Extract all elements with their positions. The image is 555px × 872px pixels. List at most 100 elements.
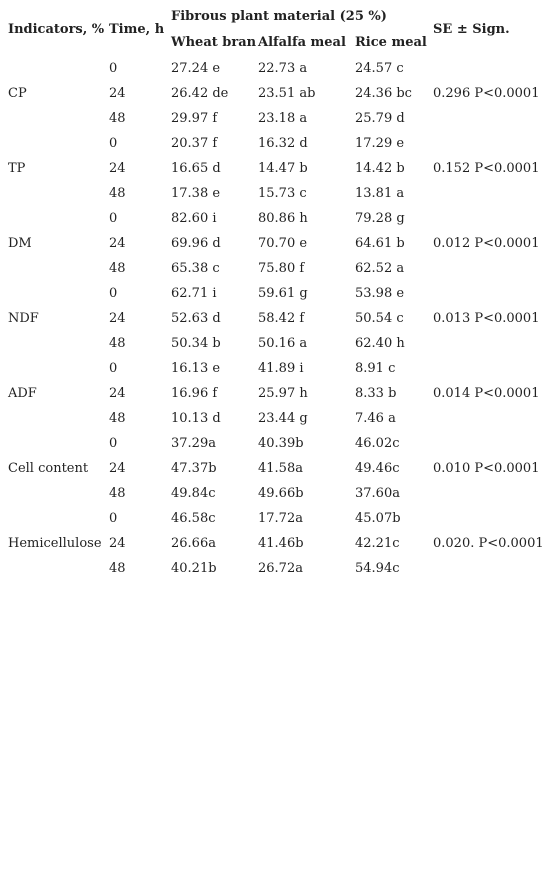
cell-alfalfa-meal: 17.72a xyxy=(258,511,303,526)
cell-rice-meal: 8.33 b xyxy=(355,386,397,401)
cell-rice-meal: 7.46 a xyxy=(355,411,396,426)
cell-se-sign: 0.014 P<0.0001 xyxy=(433,386,540,401)
cell-alfalfa-meal: 41.89 i xyxy=(258,361,304,376)
cell-rice-meal: 24.57 c xyxy=(355,61,404,76)
cell-indicator: DM xyxy=(8,236,32,251)
cell-time: 48 xyxy=(109,186,126,201)
cell-wheat-bran: 16.13 e xyxy=(171,361,221,376)
cell-indicator xyxy=(4,431,109,456)
table-row: 48 40.21b 26.72a 54.94c xyxy=(4,556,553,581)
cell-alfalfa-meal: 15.73 c xyxy=(258,186,307,201)
cell-rice-meal: 25.79 d xyxy=(355,111,405,126)
cell-wheat-bran: 16.65 d xyxy=(171,161,221,176)
table-row: 48 10.13 d 23.44 g 7.46 a xyxy=(4,406,553,431)
cell-wheat-bran: 26.42 de xyxy=(171,86,229,101)
cell-se-sign xyxy=(433,281,553,306)
header-rice-meal: Rice meal xyxy=(355,35,427,50)
table-row: ADF 24 16.96 f 25.97 h 8.33 b 0.014 P<0.0001 xyxy=(4,381,553,406)
cell-time: 24 xyxy=(109,161,126,176)
cell-time: 0 xyxy=(109,136,118,151)
table-row: 48 49.84c 49.66b 37.60a xyxy=(4,481,553,506)
cell-rice-meal: 46.02c xyxy=(355,436,400,451)
header-wheat-bran: Wheat bran xyxy=(171,35,257,50)
cell-rice-meal: 62.40 h xyxy=(355,336,405,351)
cell-rice-meal: 13.81 a xyxy=(355,186,405,201)
table-row: NDF 24 52.63 d 58.42 f 50.54 c 0.013 P<0.0001 xyxy=(4,306,553,331)
cell-wheat-bran: 52.63 d xyxy=(171,311,221,326)
header-fibrous-group: Fibrous plant material (25 %) xyxy=(171,9,387,24)
cell-wheat-bran: 62.71 i xyxy=(171,286,217,301)
cell-time: 24 xyxy=(109,461,126,476)
cell-time: 0 xyxy=(109,436,118,451)
table-row: Hemicellulose 24 26.66a 41.46b 42.21c 0.020. … xyxy=(4,531,553,556)
cell-alfalfa-meal: 41.58a xyxy=(258,461,303,476)
table-row: 48 50.34 b 50.16 a 62.40 h xyxy=(4,331,553,356)
cell-wheat-bran: 40.21b xyxy=(171,561,217,576)
table-row: 0 82.60 i 80.86 h 79.28 g xyxy=(4,206,553,231)
cell-alfalfa-meal: 16.32 d xyxy=(258,136,308,151)
cell-time: 24 xyxy=(109,536,126,551)
cell-se-sign xyxy=(433,481,553,506)
table-row: 0 16.13 e 41.89 i 8.91 c xyxy=(4,356,553,381)
table-row: 0 20.37 f 16.32 d 17.29 e xyxy=(4,131,553,156)
cell-wheat-bran: 82.60 i xyxy=(171,211,217,226)
cell-wheat-bran: 20.37 f xyxy=(171,136,218,151)
cell-alfalfa-meal: 75.80 f xyxy=(258,261,305,276)
cell-indicator xyxy=(4,556,109,581)
cell-se-sign xyxy=(433,131,553,156)
cell-time: 48 xyxy=(109,486,126,501)
cell-rice-meal: 49.46c xyxy=(355,461,400,476)
cell-rice-meal: 79.28 g xyxy=(355,211,405,226)
cell-rice-meal: 50.54 c xyxy=(355,311,404,326)
cell-alfalfa-meal: 23.44 g xyxy=(258,411,308,426)
cell-indicator xyxy=(4,356,109,381)
cell-time: 24 xyxy=(109,386,126,401)
cell-alfalfa-meal: 23.51 ab xyxy=(258,86,316,101)
cell-indicator xyxy=(4,106,109,131)
table-row: 48 29.97 f 23.18 a 25.79 d xyxy=(4,106,553,131)
cell-rice-meal: 45.07b xyxy=(355,511,401,526)
cell-time: 48 xyxy=(109,411,126,426)
cell-alfalfa-meal: 80.86 h xyxy=(258,211,308,226)
cell-se-sign: 0.010 P<0.0001 xyxy=(433,461,540,476)
cell-indicator: TP xyxy=(8,161,26,176)
cell-alfalfa-meal: 14.47 b xyxy=(258,161,308,176)
cell-alfalfa-meal: 41.46b xyxy=(258,536,304,551)
cell-se-sign xyxy=(433,56,553,81)
cell-se-sign xyxy=(433,356,553,381)
cell-wheat-bran: 26.66a xyxy=(171,536,216,551)
cell-se-sign xyxy=(433,556,553,581)
cell-wheat-bran: 27.24 e xyxy=(171,61,221,76)
cell-indicator xyxy=(4,256,109,281)
cell-indicator: ADF xyxy=(8,386,37,401)
cell-rice-meal: 14.42 b xyxy=(355,161,405,176)
table-row: 0 62.71 i 59.61 g 53.98 e xyxy=(4,281,553,306)
table-row: TP 24 16.65 d 14.47 b 14.42 b 0.152 P<0.0001 xyxy=(4,156,553,181)
table-row: 48 65.38 c 75.80 f 62.52 a xyxy=(4,256,553,281)
cell-wheat-bran: 69.96 d xyxy=(171,236,221,251)
table-body: 0 27.24 e 22.73 a 24.57 c CP 24 26.42 de 23.51 … xyxy=(4,56,553,581)
cell-rice-meal: 24.36 bc xyxy=(355,86,412,101)
cell-indicator xyxy=(4,331,109,356)
cell-rice-meal: 8.91 c xyxy=(355,361,396,376)
cell-wheat-bran: 37.29a xyxy=(171,436,216,451)
cell-wheat-bran: 10.13 d xyxy=(171,411,221,426)
table-row: 48 17.38 e 15.73 c 13.81 a xyxy=(4,181,553,206)
cell-alfalfa-meal: 40.39b xyxy=(258,436,304,451)
cell-wheat-bran: 29.97 f xyxy=(171,111,218,126)
cell-indicator xyxy=(4,181,109,206)
cell-indicator xyxy=(4,56,109,81)
cell-indicator: CP xyxy=(8,86,27,101)
cell-time: 0 xyxy=(109,361,118,376)
cell-indicator: Cell content xyxy=(8,461,89,476)
cell-alfalfa-meal: 59.61 g xyxy=(258,286,308,301)
cell-wheat-bran: 46.58c xyxy=(171,511,216,526)
cell-wheat-bran: 17.38 e xyxy=(171,186,221,201)
cell-time: 48 xyxy=(109,336,126,351)
cell-time: 24 xyxy=(109,86,126,101)
cell-rice-meal: 54.94c xyxy=(355,561,400,576)
cell-alfalfa-meal: 70.70 e xyxy=(258,236,308,251)
header-row-1: Indicators, % Time, h Fibrous plant mate… xyxy=(4,4,553,37)
results-table: Indicators, % Time, h Fibrous plant mate… xyxy=(4,4,553,581)
cell-time: 48 xyxy=(109,261,126,276)
